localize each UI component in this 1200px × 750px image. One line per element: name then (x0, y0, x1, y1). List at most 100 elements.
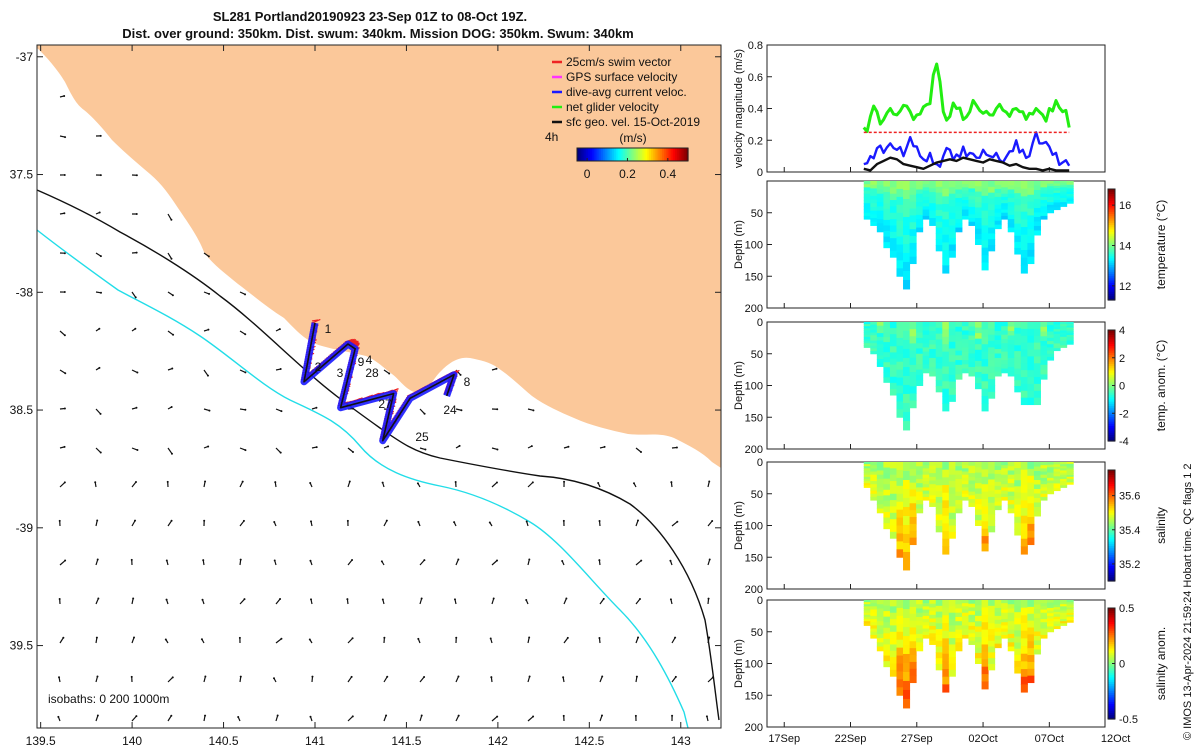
section-cell (988, 347, 996, 355)
geo-velocity-arrowhead (98, 366, 101, 369)
section-cell (1014, 235, 1022, 243)
section-colorbar-cell (1108, 412, 1115, 415)
section-cell (863, 468, 871, 471)
section-cell (889, 340, 897, 347)
section-cell (935, 356, 943, 364)
section-cell (1014, 187, 1022, 194)
section-cell (975, 349, 983, 356)
section-cell (988, 227, 996, 234)
section-cell (929, 195, 937, 201)
section-cell (1060, 621, 1068, 624)
section-cell (1014, 247, 1022, 255)
section-cell (975, 338, 983, 345)
section-cell (896, 462, 904, 471)
section-cell (942, 359, 950, 367)
section-cell (1007, 214, 1015, 220)
section-cell (975, 637, 983, 643)
section-cell (988, 379, 996, 386)
geo-velocity-arrowhead (459, 373, 462, 376)
section-cell (876, 621, 884, 626)
section-colorbar-cell (1108, 487, 1115, 491)
section-cell (1040, 612, 1048, 617)
geo-velocity-arrow (59, 560, 66, 566)
section-cell (896, 268, 904, 277)
section-cell (1060, 616, 1068, 620)
section-cell (948, 187, 956, 195)
section-cell (1001, 619, 1009, 623)
section-cell (1007, 335, 1015, 341)
section-cell (1014, 327, 1022, 335)
section-cell (1001, 184, 1009, 188)
section-colorbar-cell (1108, 552, 1115, 555)
section-cell (981, 247, 989, 256)
section-cell (1047, 623, 1055, 627)
section-cell (1060, 619, 1068, 622)
section-cell (916, 332, 924, 339)
geo-velocity-arrowhead (133, 636, 136, 639)
section-colorbar-cell (1108, 334, 1115, 338)
legend-label: dive-avg current veloc. (566, 85, 687, 99)
geo-velocity-arrowhead (99, 412, 102, 415)
geo-velocity-arrow (347, 637, 354, 644)
section-cell (922, 181, 930, 185)
section-cell (896, 631, 904, 641)
section-cell (1007, 612, 1015, 618)
section-cell (961, 212, 969, 217)
section-cell (994, 371, 1002, 377)
section-cell (1020, 630, 1028, 639)
section-cell (1014, 322, 1022, 329)
colorbar-cell (610, 148, 613, 161)
section-cell (909, 606, 917, 615)
section-cell (935, 658, 943, 665)
section-cell (1060, 476, 1068, 480)
section-colorbar-cell (1108, 627, 1115, 631)
section-cell (948, 519, 956, 526)
geo-velocity-arrowhead (200, 638, 203, 641)
geo-velocity-arrowhead (676, 520, 679, 523)
section-cell (909, 343, 917, 352)
section-cell (876, 487, 884, 493)
section-cell (903, 393, 911, 404)
colorbar-cell (654, 148, 658, 161)
section-cell (1040, 215, 1048, 220)
section-cell (922, 190, 930, 195)
section-cell (889, 219, 897, 226)
section-cell (1007, 357, 1015, 363)
geo-velocity-arrowhead (416, 482, 419, 485)
section-cell (955, 629, 963, 635)
section-cell (955, 206, 963, 212)
section-y-tick-label: 50 (751, 627, 763, 639)
section-cell (1027, 641, 1035, 649)
section-cell (1014, 648, 1022, 656)
colorbar-cell (577, 148, 580, 161)
section-cell (968, 184, 976, 189)
section-cell (961, 215, 969, 220)
section-colorbar-cell (1108, 699, 1115, 702)
section-cell (1066, 605, 1074, 608)
section-cell (1060, 612, 1068, 616)
geo-velocity-arrowhead (496, 408, 499, 411)
section-cell (968, 600, 976, 605)
velocity-series-0 (862, 62, 1071, 133)
geo-velocity-arrow (635, 598, 641, 605)
section-cell (922, 343, 930, 348)
section-cell (1060, 326, 1068, 329)
section-cell (1027, 523, 1035, 532)
section-colorbar-cell (1108, 389, 1115, 393)
section-cell (981, 644, 989, 653)
section-colorbar-cell (1108, 527, 1115, 531)
section-cell (935, 502, 943, 510)
section-colorbar-cell (1108, 501, 1115, 504)
section-colorbar-cell (1108, 262, 1115, 266)
section-cell (876, 351, 884, 356)
section-cell (1053, 188, 1061, 192)
section-cell (876, 355, 884, 360)
section-cell (916, 495, 924, 501)
section-cell (1047, 485, 1055, 489)
section-cell (1007, 197, 1015, 203)
section-cell (1033, 640, 1041, 646)
section-cell (1066, 462, 1074, 465)
section-cell (1053, 466, 1061, 470)
section-cell (916, 369, 924, 376)
section-cell (876, 193, 884, 199)
